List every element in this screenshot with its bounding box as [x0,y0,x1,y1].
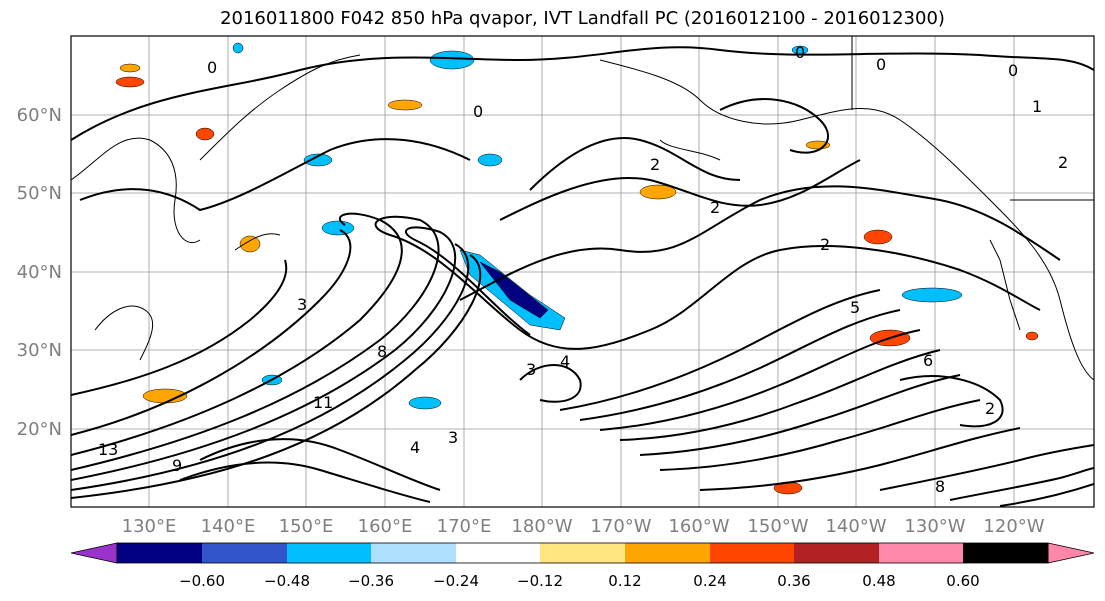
contour-label: 1 [1032,97,1042,116]
colorbar-label: 0.60 [946,572,979,590]
contour-label: 2 [650,155,660,174]
contour-label: 0 [876,55,886,74]
map-title: 2016011800 F042 850 hPa qvapor, IVT Land… [220,8,945,29]
lon-label: 130°E [122,516,177,537]
colorbar-low-extend [70,542,118,564]
colorbar-segment [456,543,540,563]
contour-label: 0 [795,43,805,62]
contour-label: 0 [473,102,483,121]
lat-label: 40°N [17,262,62,283]
lon-label: 160°W [668,516,729,537]
colorbar-segment [710,543,794,563]
contour-label: 4 [410,438,420,457]
lon-label: 130°W [904,516,965,537]
contour-label: 0 [1008,61,1018,80]
lon-label: 150°E [279,516,334,537]
colorbar-outline [116,542,1049,564]
lon-label: 140°W [825,516,886,537]
colorbar-segment [963,543,1048,563]
colorbar-segment [287,543,371,563]
colorbar-label: −0.48 [264,572,310,590]
lat-label: 30°N [17,340,62,361]
lon-label: 140°E [201,516,256,537]
colorbar-label: 0.12 [608,572,641,590]
coastlines [71,36,1094,381]
contour-label: 2 [710,198,720,217]
lon-label: 180°W [511,516,572,537]
colorbar-segment [794,543,879,563]
longitude-labels: 130°E 140°E 150°E 160°E 170°E 180°W 170°… [122,516,1045,537]
colorbar-label: −0.60 [179,572,225,590]
contour-label: 2 [1058,153,1068,172]
colorbar-label: −0.24 [433,572,479,590]
colorbar-high-extend [1047,542,1095,564]
map-frame [71,36,1094,507]
contour-label: 0 [207,58,217,77]
contour-label: 4 [560,352,570,371]
contour-label: 3 [297,295,307,314]
lon-label: 160°E [358,516,413,537]
colorbar-label: −0.12 [517,572,563,590]
latitude-labels: 60°N 50°N 40°N 30°N 20°N [17,105,62,440]
lat-label: 60°N [17,105,62,126]
lon-label: 150°W [747,516,808,537]
colorbar-segment [371,543,456,563]
contour-label: 8 [377,342,387,361]
contour-label: 5 [850,298,860,317]
colorbar-segment [202,543,287,563]
colorbar-label: 0.48 [862,572,895,590]
contour-lines [71,46,1094,507]
colorbar-segment [625,543,710,563]
contour-label: 2 [985,399,995,418]
contour-label: 9 [172,456,182,475]
map-border [70,35,1095,508]
colorbar-label: −0.36 [348,572,394,590]
colorbar-segment [117,543,202,563]
contour-labels: 0 0 0 0 0 1 2 2 2 2 3 3 4 5 6 8 8 9 11 1… [98,43,1068,496]
lon-label: 170°E [437,516,492,537]
lon-label: 170°W [590,516,651,537]
colorbar-segment [540,543,625,563]
contour-label: 11 [313,393,333,412]
contour-label: 2 [820,235,830,254]
colorbar-label: 0.36 [777,572,810,590]
contour-label: 3 [526,360,536,379]
colorbar-label: 0.24 [693,572,726,590]
lon-label: 120°W [983,516,1044,537]
lat-label: 20°N [17,419,62,440]
contour-label: 13 [98,440,118,459]
contour-label: 6 [923,351,933,370]
colorbar: −0.60 −0.48 −0.36 −0.24 −0.12 0.12 0.24 … [70,542,1095,590]
contour-label: 3 [448,428,458,447]
lat-label: 50°N [17,183,62,204]
colorbar-segment [879,543,963,563]
contour-label: 8 [935,477,945,496]
